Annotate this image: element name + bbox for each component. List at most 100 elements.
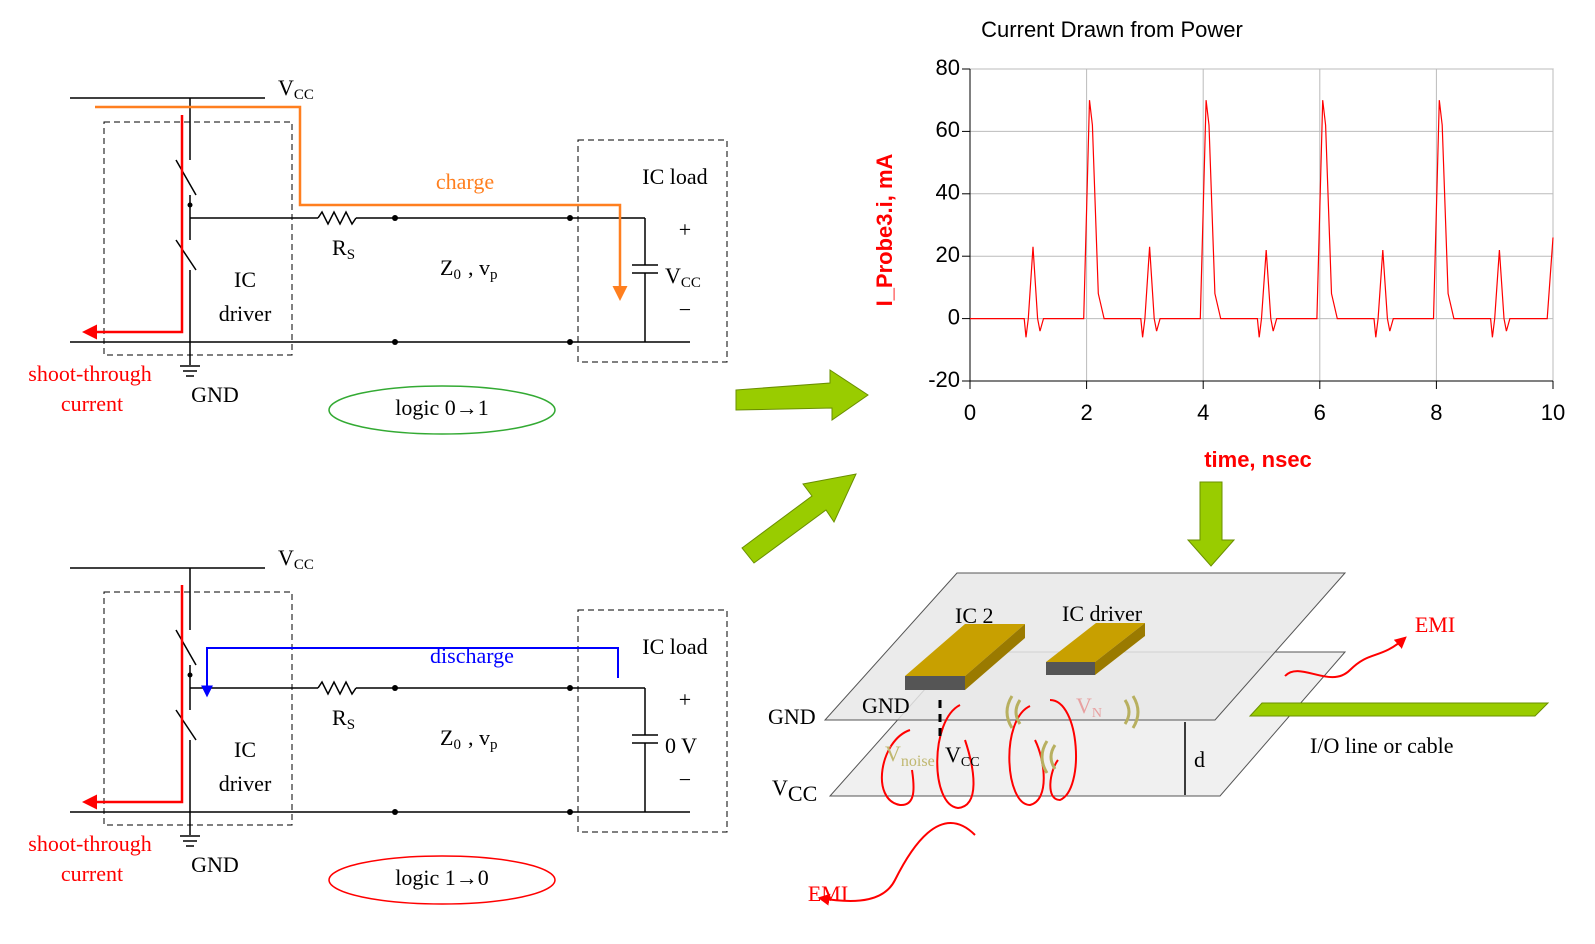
driver-label: driver	[219, 301, 272, 326]
line-label-sub: 0	[453, 737, 461, 753]
wire	[175, 629, 197, 666]
node	[187, 672, 193, 678]
cap-label: 0 V	[665, 733, 697, 758]
x-tick-label: 0	[964, 400, 976, 425]
vcc-plane-label: VCC	[772, 775, 817, 806]
plus-label: +	[679, 217, 691, 242]
y-tick-label: -20	[928, 367, 960, 392]
x-tick-label: 10	[1541, 400, 1565, 425]
cap-label-sub: CC	[681, 275, 701, 291]
vcc-label: VCC	[278, 545, 314, 573]
node	[392, 809, 398, 815]
node	[392, 215, 398, 221]
vcc-label-main: V	[278, 545, 294, 570]
vcc-label-main: V	[278, 75, 294, 100]
arrow	[741, 473, 857, 564]
ic2-label: IC 2	[955, 603, 994, 628]
path	[82, 115, 184, 340]
path	[317, 680, 357, 696]
node	[567, 339, 573, 345]
wire	[175, 709, 197, 741]
line-label: Z0	[440, 255, 461, 283]
x-tick-label: 6	[1314, 400, 1326, 425]
path	[82, 585, 184, 810]
line-label-main: , v	[468, 725, 490, 750]
wire	[175, 239, 197, 271]
load-box	[577, 139, 728, 363]
line-label-sub: 0	[453, 267, 461, 283]
logic-label: logic 1→0	[395, 865, 489, 890]
driver-label: driver	[219, 771, 272, 796]
driver-box	[103, 591, 293, 826]
cap-label-main: 0 V	[665, 733, 697, 758]
vcc-label: VCC	[278, 75, 314, 103]
shoot-label: current	[61, 861, 123, 886]
flow-label: charge	[436, 169, 494, 194]
x-tick-label: 2	[1080, 400, 1092, 425]
node	[392, 339, 398, 345]
plus-label: +	[679, 687, 691, 712]
vn-label: VN	[1076, 693, 1102, 721]
driver-box	[103, 121, 293, 356]
y-tick-label: 20	[936, 242, 960, 267]
vcc-plane-label-sub: CC	[788, 781, 817, 806]
emi-label: EMI	[1415, 612, 1455, 637]
plot-area	[969, 68, 1554, 382]
vn-label-sub: N	[1092, 706, 1102, 721]
line-label-sub: p	[490, 267, 498, 283]
node	[567, 685, 573, 691]
chip	[905, 624, 1025, 690]
rs-label: RS	[332, 235, 355, 263]
shoot-label: shoot-through	[28, 361, 151, 386]
vn-label-main: V	[1076, 693, 1092, 718]
rs-label-main: R	[332, 235, 347, 260]
gnd-label: GND	[191, 852, 239, 877]
vcc-small-label: VCC	[945, 742, 980, 770]
x-tick-label: 4	[1197, 400, 1209, 425]
vcc-label-sub: CC	[294, 557, 314, 573]
path	[201, 647, 619, 698]
arrow	[1186, 481, 1236, 567]
noise-waves	[1005, 695, 1140, 774]
minus-label: −	[679, 297, 691, 322]
gnd-label: GND	[191, 382, 239, 407]
logic-oval	[328, 385, 556, 435]
vcc-plane-label-main: V	[772, 775, 788, 800]
node	[187, 202, 193, 208]
line-label: , vp	[468, 255, 498, 283]
series-line	[970, 100, 1554, 338]
vnoise-label-sub: noise	[901, 753, 935, 770]
driver-label: IC	[234, 267, 256, 292]
driver-label: IC	[234, 737, 256, 762]
node	[567, 809, 573, 815]
wire	[175, 159, 197, 196]
rs-label-sub: S	[347, 247, 355, 263]
arrow	[735, 369, 869, 421]
vnoise-label-main: V	[885, 741, 901, 766]
path	[317, 210, 357, 226]
ic-driver-label: IC driver	[1062, 601, 1143, 626]
y-tick-label: 80	[936, 55, 960, 80]
node	[392, 685, 398, 691]
chart-title: Current Drawn from Power	[981, 17, 1243, 42]
vcc-label-sub: CC	[294, 87, 314, 103]
line-label-main: Z	[440, 725, 453, 750]
y-tick-label: 40	[936, 180, 960, 205]
minus-label: −	[679, 767, 691, 792]
rs-label-main: R	[332, 705, 347, 730]
vnoise-label: Vnoise	[885, 741, 935, 770]
load-label: IC load	[642, 634, 707, 659]
d-label: d	[1194, 747, 1205, 772]
line-label: Z0	[440, 725, 461, 753]
line-label-main: , v	[468, 255, 490, 280]
chip	[1046, 623, 1145, 675]
line-label-main: Z	[440, 255, 453, 280]
rs-label-sub: S	[347, 717, 355, 733]
emi-label: EMI	[808, 881, 848, 906]
cap-label: VCC	[665, 263, 701, 291]
shoot-label: shoot-through	[28, 831, 151, 856]
vcc-small-label-sub: CC	[961, 755, 980, 770]
node	[567, 215, 573, 221]
